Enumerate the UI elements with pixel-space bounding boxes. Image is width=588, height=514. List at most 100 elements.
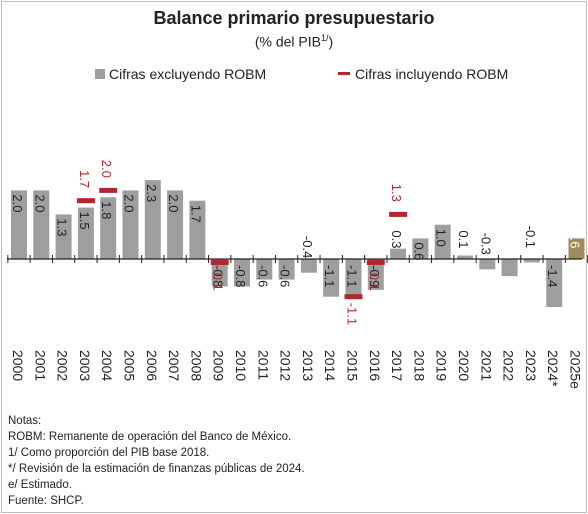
x-tick-label: 2006	[144, 350, 160, 381]
x-tick-label: 2015	[345, 350, 361, 381]
chart-subtitle: (% del PIB1/)	[0, 33, 588, 50]
bar	[122, 190, 139, 259]
bar	[33, 190, 50, 259]
x-tick-label: 2012	[278, 350, 294, 381]
robm-marker	[344, 294, 363, 300]
bar-value-label: 1.3	[55, 218, 70, 236]
bar	[568, 238, 585, 259]
robm-value-label: 1.3	[389, 184, 404, 202]
x-tick-label: 2017	[389, 350, 405, 381]
bar-value-label: 2.0	[10, 194, 25, 212]
bar	[523, 259, 540, 263]
bar-value-label: -1.1	[345, 265, 360, 287]
bar	[234, 259, 250, 287]
x-tick-label: 2000	[10, 350, 26, 381]
bar-value-label: 0.6	[568, 230, 583, 248]
notes-line: Notas:	[8, 415, 42, 427]
bar	[434, 224, 451, 259]
bar-value-label: -0.6	[278, 265, 293, 287]
bar-value-label: 2.3	[144, 184, 159, 202]
bar-value-label: -0.8	[211, 265, 226, 287]
x-tick-label: 2005	[122, 350, 138, 381]
robm-value-label: -1.1	[345, 303, 360, 325]
bar	[100, 197, 117, 259]
bar-value-label: -0.8	[233, 265, 248, 287]
x-tick-label: 2016	[367, 350, 383, 381]
robm-marker	[99, 187, 118, 193]
bar-value-label: -0.4	[300, 236, 315, 258]
bar	[390, 248, 407, 259]
legend-item-excluding: Cifras excluyendo ROBM	[95, 66, 266, 82]
robm-value-label: 2.0	[99, 160, 114, 178]
bar	[11, 190, 27, 259]
legend-item-including: Cifras incluyendo ROBM	[338, 66, 508, 82]
bar	[546, 259, 563, 308]
bar-value-label: -0.1	[523, 226, 538, 248]
notes-line: e/ Estimado.	[8, 479, 72, 491]
robm-value-label: 1.7	[77, 170, 92, 188]
bar-value-label: 1.0	[434, 229, 449, 247]
x-tick-label: 2004	[99, 350, 115, 381]
bar-value-label: 1.8	[99, 201, 114, 219]
x-tick-label: 2008	[188, 350, 204, 381]
bar-value-label: 2.0	[122, 194, 137, 212]
bar-value-label: -0.6	[255, 265, 270, 287]
bar	[300, 259, 317, 273]
x-tick-label: 2025e	[568, 350, 584, 389]
notes-line: 1/ Como proporción del PIB base 2018.	[8, 447, 210, 459]
x-tick-label: 2020	[456, 350, 472, 381]
chart-title: Balance primario presupuestario	[153, 8, 435, 28]
bar	[211, 259, 228, 287]
notes-line: */ Revisión de la estimación de finanzas…	[8, 463, 305, 475]
x-tick-label: 2010	[233, 350, 249, 381]
x-tick-label: 2018	[411, 350, 427, 381]
bar-value-label: 1.7	[188, 205, 203, 223]
bar-value-label: -1.4	[545, 265, 560, 287]
robm-marker	[389, 211, 408, 217]
bar-value-label: 0.1	[456, 230, 471, 248]
bar	[345, 259, 362, 297]
robm-marker	[366, 259, 385, 265]
x-tick-label: 2001	[32, 350, 48, 381]
x-tick-label: 2024*	[545, 350, 561, 387]
bar-value-label: 1.5	[77, 212, 92, 230]
robm-value-label: -0.1	[367, 268, 382, 290]
bar-value-label: -0.3	[478, 232, 493, 254]
bar	[55, 214, 72, 259]
bar-value-label: 0.3	[389, 230, 404, 248]
bar	[189, 200, 206, 259]
legend-swatch-bar	[95, 69, 105, 79]
bar	[167, 190, 184, 259]
notes-block: Notas: ROBM: Remanente de operación del …	[8, 413, 305, 509]
x-tick-label: 2014	[322, 350, 338, 381]
notes-line: Fuente: SHCP.	[8, 495, 84, 507]
legend-swatch-line	[338, 72, 350, 75]
x-tick-label: 2022	[501, 350, 517, 381]
bar	[367, 259, 384, 290]
subtitle-footnote-mark: 1/	[320, 33, 329, 43]
x-tick-label: 2003	[77, 350, 93, 381]
legend-label-including: Cifras incluyendo ROBM	[355, 66, 509, 82]
x-tick-label: 2009	[211, 350, 227, 381]
bar	[278, 259, 295, 280]
bar	[323, 259, 340, 297]
x-tick-label: 2021	[478, 350, 494, 381]
x-tick-label: 2002	[55, 350, 71, 381]
bar-value-label: 0.6	[411, 242, 426, 260]
bar-value-label: -0.9	[367, 265, 382, 287]
robm-marker	[76, 198, 95, 204]
notes-line: ROBM: Remanente de operación del Banco d…	[8, 431, 292, 443]
subtitle-text: (% del PIB	[254, 33, 321, 50]
subtitle-close: )	[328, 33, 334, 50]
legend-label-excluding: Cifras excluyendo ROBM	[109, 66, 267, 82]
x-tick-label: 2007	[166, 350, 182, 381]
robm-marker	[210, 259, 229, 265]
bar	[144, 180, 161, 259]
bar	[77, 207, 94, 259]
bar-value-label: 2.0	[166, 194, 181, 212]
bar	[501, 259, 518, 277]
x-tick-label: 2019	[434, 350, 450, 381]
x-tick-label: 2011	[255, 350, 271, 380]
